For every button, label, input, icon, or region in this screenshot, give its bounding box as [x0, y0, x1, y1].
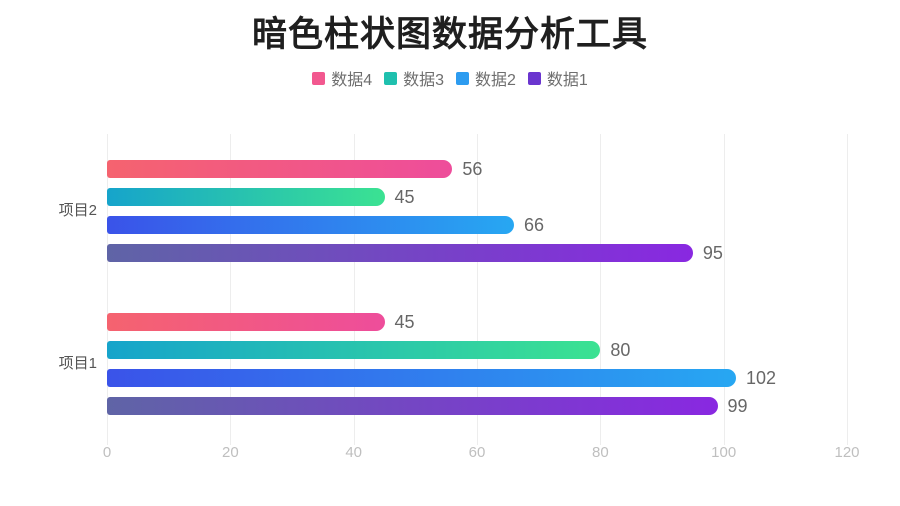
value-label: 45	[394, 312, 415, 332]
legend-swatch-icon	[456, 71, 469, 85]
x-tick-label: 40	[345, 444, 362, 461]
x-tick-label: 120	[834, 444, 860, 461]
bar-项目1-数据3[interactable]	[107, 341, 601, 359]
gridline	[723, 134, 725, 445]
x-tick-label: 80	[591, 444, 609, 461]
gridline	[107, 134, 108, 445]
value-label: 95	[702, 243, 723, 263]
x-tick-label: 0	[102, 444, 112, 461]
x-tick-label: 100	[711, 444, 737, 461]
gridline	[847, 134, 848, 445]
legend-swatch-icon	[384, 71, 398, 85]
chart-title: 暗色柱状图数据分析工具	[251, 15, 648, 54]
legend-label: 数据4	[331, 72, 373, 89]
legend: 数据4 数据3 数据2 数据1	[0, 66, 900, 90]
bar-项目2-数据2[interactable]	[107, 216, 514, 234]
legend-label: 数据2	[475, 72, 516, 89]
gridline	[230, 134, 232, 445]
legend-item-数据1[interactable]: 数据1	[527, 66, 588, 90]
category-label-bottom: 项目1	[58, 355, 97, 372]
value-label: 66	[524, 215, 545, 235]
legend-swatch-icon	[527, 71, 541, 85]
value-label: 102	[746, 368, 777, 388]
gridline	[477, 134, 478, 445]
legend-swatch-icon	[312, 71, 326, 85]
legend-item-数据3[interactable]: 数据3	[384, 66, 444, 90]
bar-项目1-数据4[interactable]	[107, 313, 385, 331]
bar-项目1-数据2[interactable]	[107, 369, 736, 387]
x-tick-label: 60	[468, 444, 486, 461]
gridline	[353, 134, 355, 445]
value-label: 99	[727, 396, 748, 416]
gridline	[600, 134, 602, 445]
value-label: 56	[462, 159, 483, 179]
category-label-top: 项目2	[58, 202, 97, 219]
legend-label: 数据1	[546, 72, 588, 89]
bar-项目1-数据1[interactable]	[107, 397, 718, 415]
value-label: 45	[394, 187, 415, 207]
bar-项目2-数据4[interactable]	[107, 160, 453, 178]
bar-项目2-数据1[interactable]	[107, 244, 693, 262]
x-tick-label: 20	[221, 444, 239, 461]
legend-item-数据2[interactable]: 数据2	[456, 66, 516, 90]
legend-label: 数据3	[403, 72, 444, 89]
legend-item-数据4[interactable]: 数据4	[312, 66, 372, 90]
bar-项目2-数据3[interactable]	[107, 188, 385, 206]
value-label: 80	[610, 340, 631, 360]
